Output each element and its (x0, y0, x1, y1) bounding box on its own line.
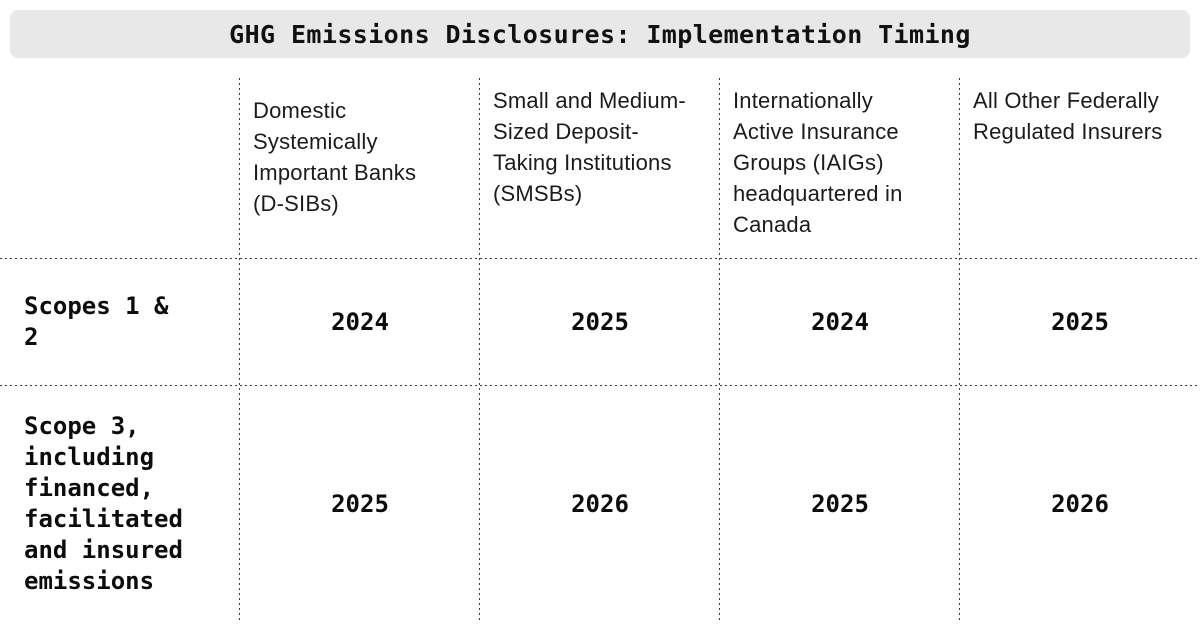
page-title: GHG Emissions Disclosures: Implementatio… (10, 10, 1190, 58)
column-divider (959, 78, 960, 622)
corner-cell (0, 78, 240, 258)
column-header-other-insurers: All Other Federally Regulated Insurers (973, 88, 1163, 144)
timing-table: Domestic Systemically Important Banks (D… (0, 78, 1200, 622)
year-cell-scopes12-dsibs: 2024 (331, 307, 389, 336)
row-label-scopes-1-2: Scopes 1 & 2 (24, 291, 169, 351)
year-cell-scope3-other-insurers: 2026 (1051, 489, 1109, 518)
column-divider (479, 78, 480, 622)
year-cell-scope3-iaigs: 2025 (811, 489, 869, 518)
row-divider (0, 385, 1200, 386)
row-divider (0, 258, 1200, 259)
column-divider (239, 78, 240, 622)
row-label-scope-3: Scope 3, including financed, facilitated… (24, 411, 183, 595)
column-divider (719, 78, 720, 622)
year-cell-scopes12-iaigs: 2024 (811, 307, 869, 336)
year-cell-scope3-dsibs: 2025 (331, 489, 389, 518)
year-cell-scopes12-other-insurers: 2025 (1051, 307, 1109, 336)
column-header-dsibs: Domestic Systemically Important Banks (D… (253, 98, 417, 216)
column-header-iaigs: Internationally Active Insurance Groups … (733, 88, 903, 237)
column-header-smsbs: Small and Medium- Sized Deposit- Taking … (493, 88, 686, 206)
year-cell-scopes12-smsbs: 2025 (571, 307, 629, 336)
year-cell-scope3-smsbs: 2026 (571, 489, 629, 518)
